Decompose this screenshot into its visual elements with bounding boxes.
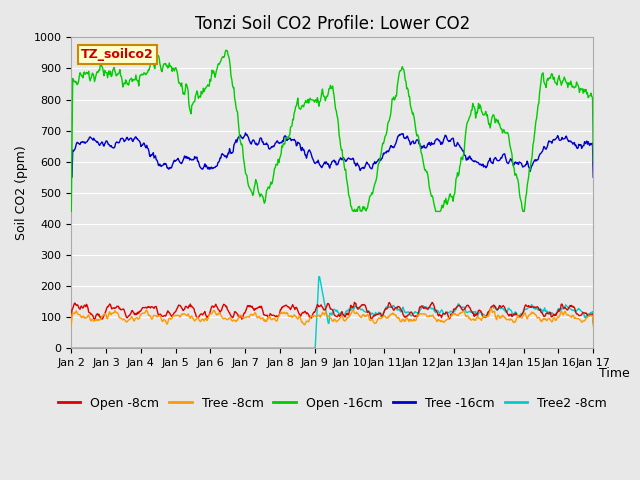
X-axis label: Time: Time (599, 367, 630, 380)
Tree2 -8cm (412, 309, 419, 314)
Tree2 -8cm (589, 321, 597, 326)
Legend: Open -8cm, Tree -8cm, Open -16cm, Tree -16cm, Tree2 -8cm: Open -8cm, Tree -8cm, Open -16cm, Tree -… (52, 392, 612, 415)
Open -8cm (412, 313, 419, 319)
Y-axis label: Soil CO2 (ppm): Soil CO2 (ppm) (15, 145, 28, 240)
Tree -16cm (211, 165, 219, 170)
Open -16cm (67, 208, 75, 214)
Tree -16cm (77, 139, 84, 145)
Tree -16cm (412, 140, 419, 146)
Tree -16cm (242, 130, 250, 136)
Tree2 -8cm (131, 345, 138, 351)
Tree2 -8cm (211, 345, 219, 351)
Tree2 -8cm (77, 345, 84, 351)
Open -16cm (222, 48, 230, 53)
Tree -8cm (67, 322, 75, 328)
Open -8cm (396, 305, 404, 311)
Tree2 -8cm (184, 345, 191, 351)
Title: Tonzi Soil CO2 Profile: Lower CO2: Tonzi Soil CO2 Profile: Lower CO2 (195, 15, 470, 33)
Line: Tree -16cm: Tree -16cm (71, 133, 593, 177)
Open -8cm (67, 319, 75, 324)
Tree -8cm (589, 323, 597, 329)
Open -8cm (184, 304, 191, 310)
Tree -8cm (211, 309, 219, 315)
Open -16cm (77, 71, 84, 77)
Open -8cm (589, 319, 597, 324)
Open -8cm (77, 304, 84, 310)
Tree -8cm (487, 306, 495, 312)
Tree -16cm (396, 132, 404, 138)
Line: Tree -8cm: Tree -8cm (71, 309, 593, 326)
Open -16cm (184, 84, 191, 90)
Tree2 -8cm (315, 274, 323, 279)
Text: TZ_soilco2: TZ_soilco2 (81, 48, 154, 61)
Tree -8cm (411, 318, 419, 324)
Tree -16cm (67, 174, 75, 180)
Tree -16cm (184, 156, 191, 161)
Tree -8cm (184, 313, 191, 319)
Tree -16cm (589, 174, 597, 180)
Open -8cm (211, 303, 219, 309)
Open -8cm (131, 312, 138, 317)
Open -16cm (396, 68, 404, 74)
Tree -8cm (396, 317, 403, 323)
Tree -8cm (77, 313, 84, 319)
Line: Open -16cm: Open -16cm (71, 50, 593, 211)
Tree -8cm (131, 318, 138, 324)
Tree -16cm (131, 136, 138, 142)
Open -16cm (211, 74, 219, 80)
Line: Tree2 -8cm: Tree2 -8cm (71, 276, 593, 348)
Open -16cm (589, 158, 597, 164)
Tree2 -8cm (396, 308, 404, 314)
Line: Open -8cm: Open -8cm (71, 302, 593, 322)
Open -16cm (131, 77, 138, 83)
Tree2 -8cm (67, 345, 75, 351)
Open -16cm (412, 124, 419, 130)
Open -8cm (351, 300, 358, 305)
